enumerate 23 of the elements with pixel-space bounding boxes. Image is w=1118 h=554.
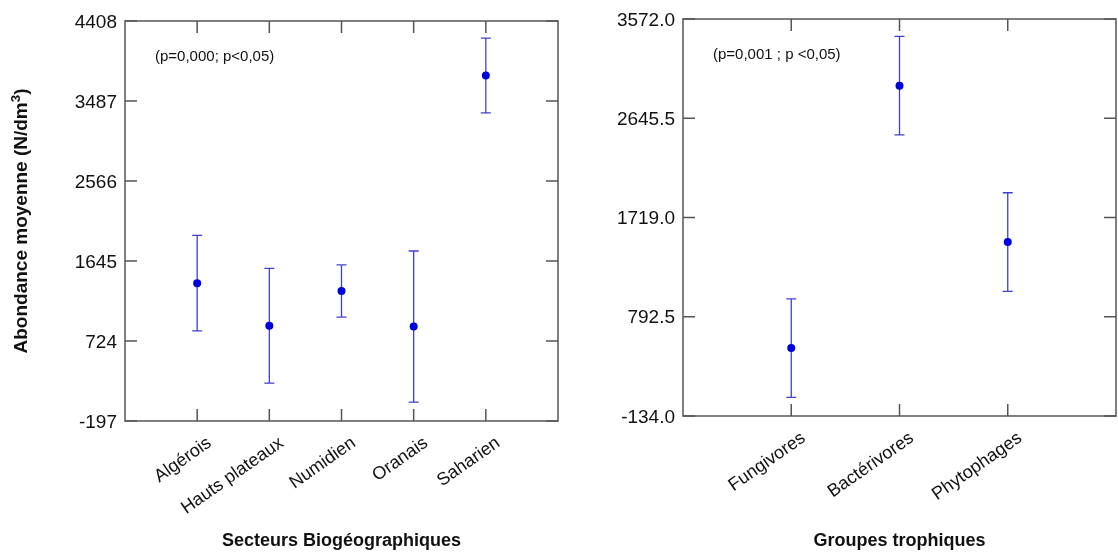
y-tick-label: 3572.0: [616, 8, 675, 30]
y-tick-label: -134.0: [621, 405, 675, 427]
x-axis-title: Secteurs Biogéographiques: [221, 530, 462, 550]
x-axis-title: Groupes trophiques: [813, 530, 986, 550]
point: [193, 279, 202, 288]
y-tick-label: 2566: [74, 170, 117, 192]
y-tick-label: 724: [85, 330, 118, 352]
y-tick-label: 1645: [74, 250, 117, 272]
y-tick-label: -197: [78, 410, 117, 432]
y-tick-label: 4408: [74, 10, 117, 32]
y-tick-label: 792.5: [627, 306, 675, 328]
point: [1003, 238, 1012, 247]
y-tick-label: 1719.0: [616, 207, 675, 229]
annotation: (p=0,000; p<0,05): [155, 47, 275, 64]
y-tick-label: 3487: [74, 90, 117, 112]
point: [409, 322, 418, 331]
point: [265, 321, 274, 330]
point: [787, 344, 796, 353]
point: [337, 286, 346, 295]
annotation: (p=0,001 ; p <0,05): [713, 45, 841, 62]
point: [895, 81, 904, 90]
point: [481, 71, 490, 80]
y-tick-label: 2645.5: [616, 107, 675, 129]
